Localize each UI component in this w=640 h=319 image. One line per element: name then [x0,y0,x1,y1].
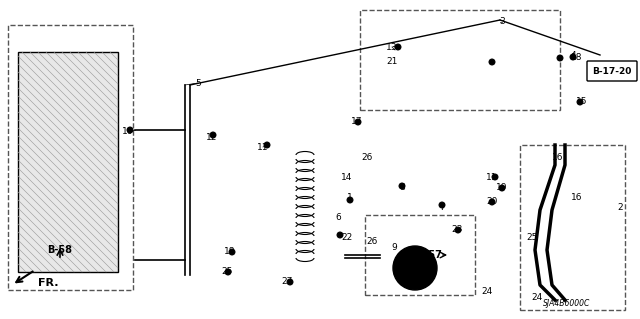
Circle shape [210,132,216,138]
Circle shape [264,142,270,148]
Circle shape [347,197,353,203]
Text: 7: 7 [439,203,445,211]
Text: 19: 19 [496,182,508,191]
Text: 21: 21 [387,57,397,66]
Circle shape [229,249,235,255]
FancyBboxPatch shape [587,61,637,81]
Circle shape [337,232,343,238]
Circle shape [355,119,361,125]
Text: 24: 24 [531,293,543,301]
Text: 18: 18 [224,248,236,256]
Circle shape [399,183,405,189]
Text: 4: 4 [570,51,576,61]
Circle shape [393,246,437,290]
Text: 17: 17 [351,117,363,127]
Text: 6: 6 [335,213,341,222]
Text: 1: 1 [347,194,353,203]
Circle shape [395,44,401,50]
Text: 16: 16 [572,192,583,202]
Text: 16: 16 [552,152,564,161]
Text: 14: 14 [341,174,353,182]
Circle shape [225,269,231,275]
Text: 18: 18 [572,53,583,62]
Text: 25: 25 [526,233,538,241]
Text: 24: 24 [481,287,493,296]
Bar [520,145,625,310]
Text: 3: 3 [499,18,505,26]
Circle shape [407,260,423,276]
Circle shape [570,54,576,60]
Circle shape [489,59,495,65]
Text: 23: 23 [451,226,463,234]
Text: 26: 26 [362,152,372,161]
Circle shape [577,99,583,105]
Text: 2: 2 [617,204,623,212]
Text: 22: 22 [341,233,353,241]
Circle shape [439,202,445,208]
Circle shape [455,227,461,233]
Circle shape [557,55,563,61]
Text: 5: 5 [195,78,201,87]
Circle shape [400,253,430,283]
Circle shape [489,199,495,205]
Text: 20: 20 [486,197,498,206]
Circle shape [127,127,133,133]
Bar [18,52,118,272]
Text: 15: 15 [576,98,588,107]
Text: 10: 10 [122,128,134,137]
Text: 13: 13 [387,42,397,51]
Circle shape [492,174,498,180]
Bar [8,25,133,290]
Bar [365,215,475,295]
Text: 25: 25 [221,268,233,277]
Text: FR.: FR. [38,278,58,288]
Bar [360,10,560,110]
Circle shape [499,185,505,191]
Text: 26: 26 [366,238,378,247]
Text: 11: 11 [257,143,269,152]
Text: 12: 12 [206,132,218,142]
Text: 27: 27 [282,278,292,286]
Text: B-57: B-57 [417,250,442,260]
Text: SJA4B6000C: SJA4B6000C [543,299,590,308]
Text: 8: 8 [399,182,405,191]
Circle shape [287,279,293,285]
Text: 11: 11 [486,173,498,182]
Text: B-17-20: B-17-20 [592,66,632,76]
Text: B-58: B-58 [47,245,72,255]
Text: 9: 9 [391,242,397,251]
